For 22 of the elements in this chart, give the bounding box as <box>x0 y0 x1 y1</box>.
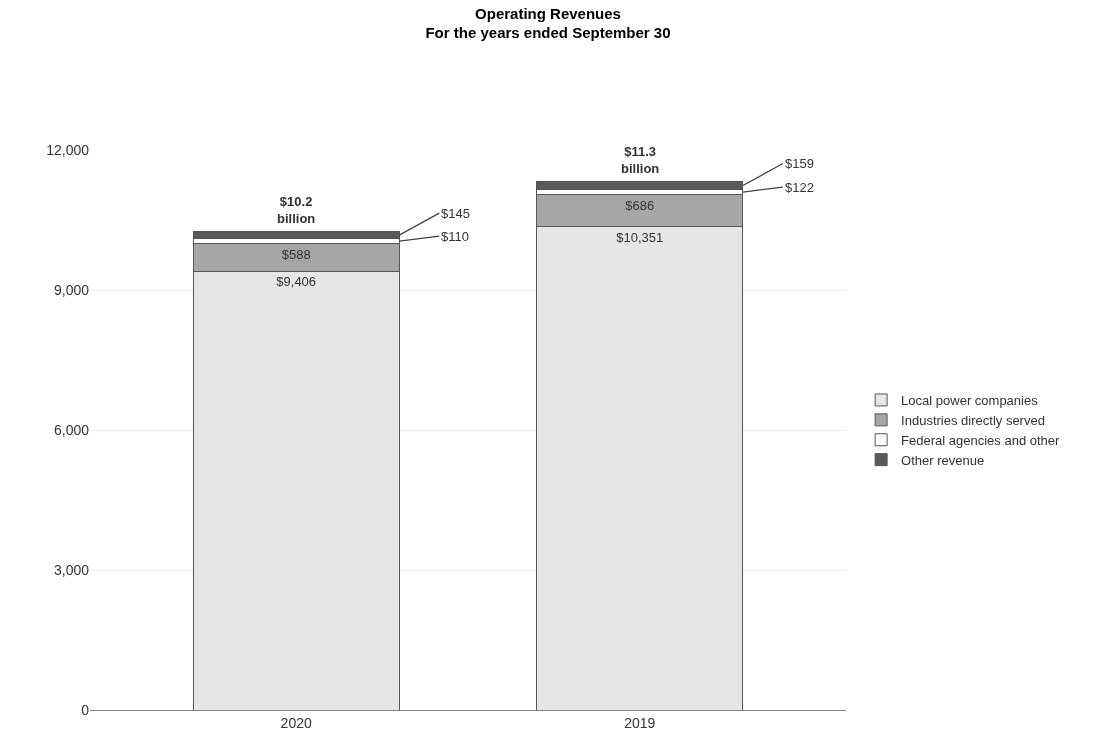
x-tick-label: 2020 <box>280 714 312 731</box>
y-tick-label: 9,000 <box>53 281 90 298</box>
y-tick-label: 12,000 <box>46 141 90 158</box>
data-label: $686 <box>625 197 655 213</box>
legend-label: Local power companies <box>901 393 1039 409</box>
legend-label: Federal agencies and other <box>901 432 1061 448</box>
legend-label: Industries directly served <box>901 412 1045 428</box>
y-tick-label: 6,000 <box>53 421 90 438</box>
x-tick-label: 2019 <box>624 714 656 731</box>
data-label: $159 <box>785 156 814 171</box>
data-label: $122 <box>785 180 814 195</box>
y-tick-label: 3,000 <box>53 561 90 578</box>
data-label: $588 <box>281 246 311 262</box>
total-label: $10.2 billion <box>277 194 316 226</box>
data-label: $110 <box>441 229 469 244</box>
y-tick-label: 0 <box>81 701 90 718</box>
total-label: $11.3 billion <box>621 144 660 176</box>
data-label: $10,351 <box>616 229 664 245</box>
legend-label: Other revenue <box>901 452 985 468</box>
data-label: $9,406 <box>276 274 317 290</box>
data-label: $145 <box>441 206 470 221</box>
chart-title: Operating Revenues For the years ended September 30 <box>425 4 671 42</box>
